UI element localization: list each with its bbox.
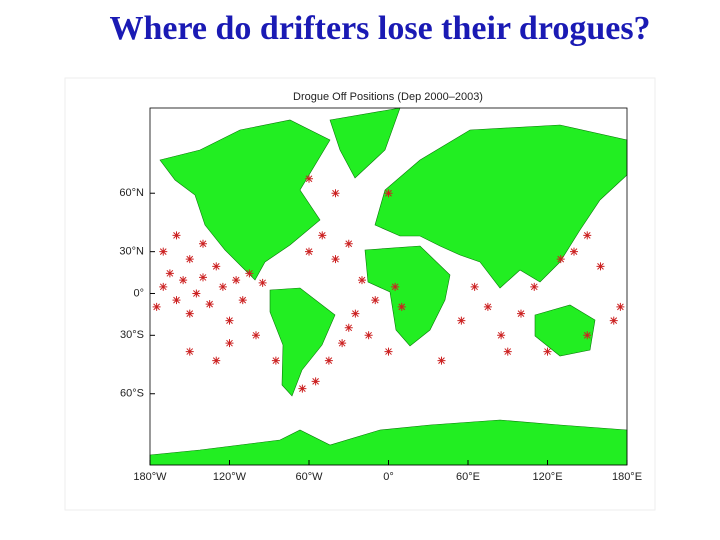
drogue-off-marker — [318, 231, 327, 240]
drogue-off-marker — [437, 356, 446, 365]
drogue-off-marker — [172, 231, 181, 240]
drogue-off-marker — [384, 347, 393, 356]
drogue-off-marker — [271, 356, 280, 365]
drogue-off-marker — [245, 269, 254, 278]
x-tick-label: 180°E — [612, 471, 642, 483]
drogue-off-marker — [172, 296, 181, 305]
drogue-off-marker — [331, 189, 340, 198]
eurasia — [374, 124, 628, 289]
drogue-off-marker — [583, 331, 592, 340]
drogue-off-marker — [212, 262, 221, 271]
slide-title: Where do drifters lose their drogues? — [109, 10, 651, 47]
drogue-off-marker — [497, 331, 506, 340]
drogue-off-marker — [364, 331, 373, 340]
drogue-off-marker — [457, 316, 466, 325]
greenland — [329, 107, 401, 179]
x-tick-label: 60°E — [456, 471, 480, 483]
drogue-off-marker — [185, 309, 194, 318]
drogue-off-marker — [324, 356, 333, 365]
drogue-off-marker — [311, 377, 320, 386]
australia — [534, 304, 596, 357]
drogue-off-marker — [225, 339, 234, 348]
y-tick-label: 30°S — [120, 329, 144, 341]
map-title: Drogue Off Positions (Dep 2000–2003) — [293, 91, 483, 103]
drogue-off-marker — [232, 276, 241, 285]
drogue-off-marker — [483, 302, 492, 311]
drogue-off-marker — [331, 255, 340, 264]
drogue-off-marker — [252, 331, 260, 340]
drogue-off-marker — [212, 356, 221, 365]
drogue-off-marker — [609, 316, 618, 325]
drogue-off-marker — [185, 255, 194, 264]
drogue-off-marker — [199, 273, 207, 282]
drogue-off-marker — [344, 323, 353, 332]
drogue-off-marker — [397, 302, 406, 311]
drogue-off-marker — [192, 289, 201, 298]
x-tick-label: 120°E — [532, 471, 562, 483]
drogue-off-marker — [344, 239, 353, 248]
land — [149, 107, 628, 466]
drogue-off-marker — [179, 276, 188, 285]
y-tick-label: 30°N — [119, 246, 144, 258]
drogue-off-marker — [556, 255, 565, 264]
drogue-off-marker — [152, 302, 161, 311]
drogue-off-marker — [616, 302, 625, 311]
drogue-off-marker — [371, 296, 380, 305]
drogue-off-marker — [517, 309, 525, 318]
y-tick-label: 60°S — [120, 388, 144, 400]
drogue-off-marker — [159, 247, 168, 256]
drogue-off-marker — [570, 247, 578, 256]
drogue-off-marker — [199, 239, 207, 248]
drogue-off-marker — [530, 282, 539, 291]
drogue-off-marker — [470, 282, 479, 291]
drogue-off-marker — [384, 189, 393, 198]
x-tick-label: 0° — [383, 471, 394, 483]
drogue-off-marker — [338, 339, 347, 348]
drogue-off-marker — [238, 296, 247, 305]
drogue-off-marker — [305, 247, 313, 256]
x-tick-label: 120°W — [213, 471, 247, 483]
drogue-off-marker — [165, 269, 174, 278]
drogue-off-marker — [159, 282, 168, 291]
north-america — [159, 119, 331, 281]
drogue-off-marker — [583, 231, 592, 240]
drogue-off-marker — [596, 262, 605, 271]
drogue-off-marker — [258, 278, 267, 287]
drogue-off-marker — [218, 282, 227, 291]
x-tick-label: 180°W — [133, 471, 167, 483]
drogue-off-marker — [543, 347, 552, 356]
africa — [364, 245, 451, 347]
x-tick-label: 60°W — [295, 471, 323, 483]
drogue-off-marker — [205, 300, 214, 309]
drogue-off-marker — [391, 282, 400, 291]
drogue-off-marker — [298, 384, 307, 393]
y-tick-label: 60°N — [119, 187, 144, 199]
drogue-off-marker — [358, 276, 366, 285]
drogue-off-marker — [503, 347, 512, 356]
drogue-off-marker — [351, 309, 360, 318]
drogue-off-marker — [185, 347, 194, 356]
y-tick-label: 0° — [133, 287, 144, 299]
south-america — [269, 287, 336, 397]
drogue-off-marker — [225, 316, 234, 325]
drogue-off-marker — [305, 174, 313, 183]
